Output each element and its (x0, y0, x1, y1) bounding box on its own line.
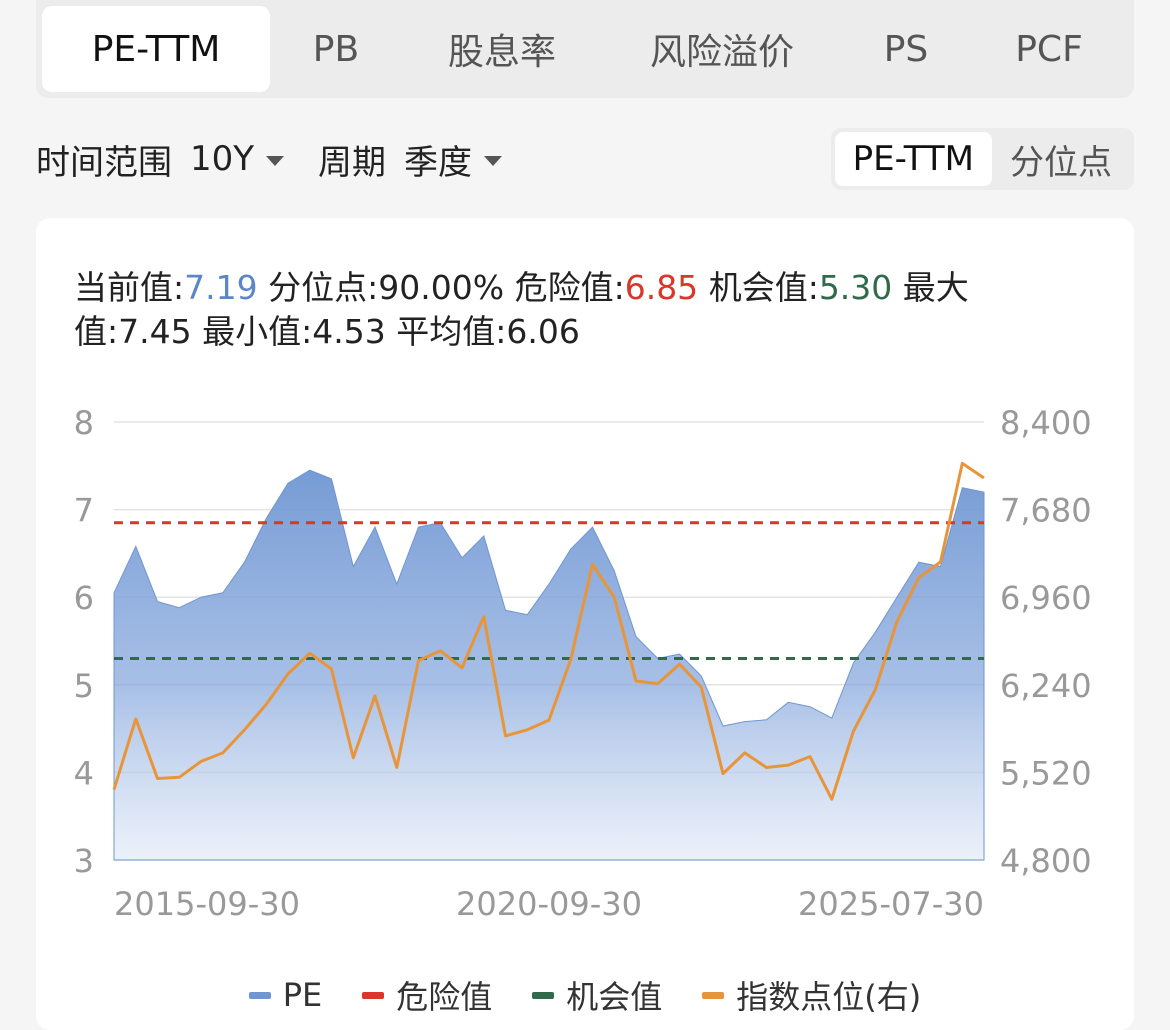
toggle-percentile[interactable]: 分位点 (1010, 142, 1112, 183)
legend-swatch-danger (362, 991, 385, 999)
period-label: 周期 (318, 142, 387, 183)
tab-ps[interactable]: PS (883, 28, 929, 70)
index-line-series (112, 461, 985, 801)
pe-area-series (113, 469, 985, 861)
legend-label-index: 指数点位(右) (736, 978, 922, 1016)
chevron-down-icon (266, 156, 285, 166)
min-label: 最小值: (202, 312, 313, 351)
current-value: 7.19 (184, 268, 258, 307)
x-tick-label: 2025-07-30 (798, 885, 984, 923)
chance-label: 机会值: (708, 268, 819, 307)
x-tick-label: 2020-09-30 (456, 885, 642, 923)
max-label: 最大值: (74, 268, 969, 351)
percentile-label: 分位点: (268, 268, 379, 307)
y-right-tick-label: 6,960 (1000, 579, 1092, 617)
current-label: 当前值: (74, 268, 185, 307)
legend-pe[interactable]: PE (248, 976, 323, 1014)
time-range-label: 时间范围 (36, 142, 172, 183)
time-range-value: 10Y (190, 139, 255, 179)
y-right-tick-label: 4,800 (1000, 842, 1092, 880)
stats-summary: 当前值:7.19 分位点:90.00% 危险值:6.85 机会值:5.30 最大… (74, 266, 1074, 354)
y-right-tick-label: 8,400 (1000, 404, 1092, 442)
y-right-tick-label: 7,680 (1000, 492, 1092, 530)
legend-swatch-index (702, 991, 725, 999)
chart-legend: PE 危险值 机会值 指数点位(右) (36, 970, 1134, 1020)
legend-index[interactable]: 指数点位(右) (702, 972, 921, 1018)
legend-swatch-chance (532, 991, 555, 999)
max-value: 7.45 (118, 312, 192, 351)
avg-value: 6.06 (506, 312, 580, 351)
tab-pe-ttm[interactable]: PE-TTM (42, 6, 270, 92)
tab-dividend-yield[interactable]: 股息率 (447, 32, 556, 73)
y-left-tick-label: 3 (74, 842, 94, 880)
time-range-select[interactable]: 时间范围 10Y (36, 135, 285, 184)
metric-tabs: PE-TTM PB 股息率 风险溢价 PS PCF (36, 0, 1134, 98)
legend-danger[interactable]: 危险值 (362, 972, 492, 1018)
legend-label-pe: PE (282, 976, 323, 1014)
legend-label-chance: 机会值 (566, 978, 663, 1016)
chance-value: 5.30 (818, 268, 893, 307)
period-select[interactable]: 周期 季度 (318, 135, 503, 184)
legend-swatch-pe (248, 991, 271, 999)
view-toggle: PE-TTM 分位点 (830, 128, 1134, 190)
pe-chart: 8 8,400 7 7,680 6 6,960 5 6,240 4 5,520 3 4,800 2015… (74, 404, 1092, 923)
percentile-value: 90.00% (378, 268, 505, 307)
chart-card: 当前值:7.19 分位点:90.00% 危险值:6.85 机会值:5.30 最大… (36, 218, 1134, 1030)
x-tick-label: 2015-09-30 (114, 885, 300, 923)
y-left-tick-label: 7 (74, 492, 94, 530)
y-left-tick-label: 6 (74, 579, 94, 617)
filter-bar: 时间范围 10Y 周期 季度 PE-TTM 分位点 (36, 128, 1134, 190)
y-left-tick-label: 5 (74, 667, 94, 705)
danger-value: 6.85 (624, 268, 699, 307)
legend-label-danger: 危险值 (396, 978, 493, 1016)
tab-pb[interactable]: PB (312, 28, 360, 70)
period-value: 季度 (404, 142, 473, 183)
danger-label: 危险值: (514, 268, 625, 307)
legend-chance[interactable]: 机会值 (532, 972, 662, 1018)
avg-label: 平均值: (396, 312, 507, 351)
toggle-pe-ttm[interactable]: PE-TTM (834, 132, 992, 186)
tab-pcf[interactable]: PCF (1015, 28, 1083, 70)
min-value: 4.53 (312, 312, 386, 351)
chevron-down-icon (484, 156, 503, 166)
tab-risk-premium[interactable]: 风险溢价 (649, 32, 794, 73)
y-right-tick-label: 5,520 (1000, 754, 1092, 792)
y-left-tick-label: 8 (74, 404, 94, 442)
y-left-tick-label: 4 (74, 754, 94, 792)
y-right-tick-label: 6,240 (1000, 667, 1092, 705)
